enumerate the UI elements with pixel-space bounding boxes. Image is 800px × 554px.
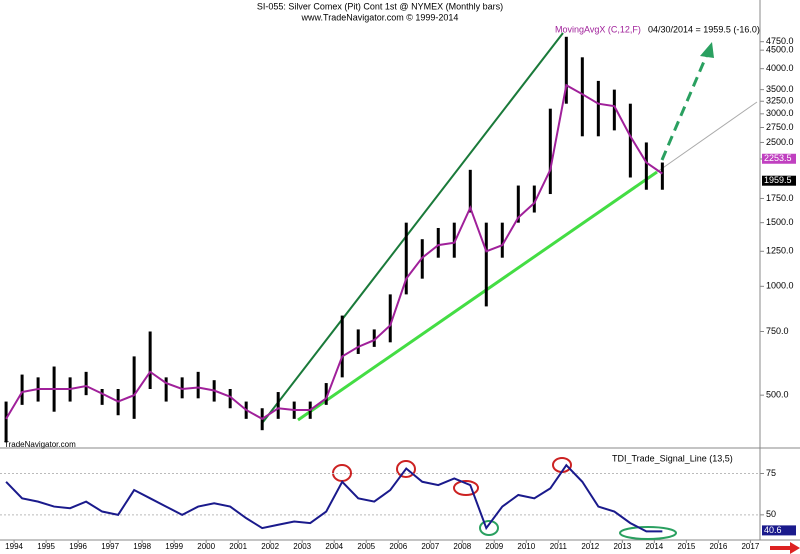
x-tick-label: 1995 — [37, 542, 55, 551]
x-tick-label: 2007 — [421, 542, 439, 551]
price-bar — [356, 329, 360, 354]
x-tick-label: 1998 — [133, 542, 151, 551]
price-bar — [276, 392, 280, 419]
price-bar — [84, 371, 88, 396]
x-tick-label: 2000 — [197, 542, 215, 551]
chart-subtitle: www.TradeNavigator.com © 1999-2014 — [301, 12, 459, 22]
price-bar — [564, 36, 568, 104]
price-bar — [436, 227, 440, 258]
price-bar — [516, 185, 520, 223]
price-bar — [484, 222, 488, 307]
y-tick-label: 2500.0 — [766, 137, 794, 147]
price-bar — [612, 89, 616, 131]
price-bar — [340, 315, 344, 378]
y-tick-label: 3250.0 — [766, 96, 794, 106]
x-tick-label: 2010 — [517, 542, 535, 551]
y-tick-label: 50 — [766, 509, 776, 519]
x-tick-label: 2009 — [485, 542, 503, 551]
price-bar — [596, 80, 600, 137]
y-tick-label: 1500.0 — [766, 217, 794, 227]
trendline — [656, 101, 758, 173]
x-tick-label: 2001 — [229, 542, 247, 551]
price-tag — [762, 175, 796, 186]
chart-title: SI-055: Silver Comex (Pit) Cont 1st @ NY… — [257, 1, 503, 11]
arrow-head — [700, 42, 714, 58]
y-tick-label: 3000.0 — [766, 108, 794, 118]
price-bar — [660, 162, 664, 190]
price-bar — [500, 222, 504, 258]
x-tick-label: 2008 — [453, 542, 471, 551]
price-tag — [762, 525, 796, 536]
price-tag-label: 2253.5 — [764, 153, 792, 163]
y-tick-label: 1750.0 — [766, 193, 794, 203]
x-tick-label: 1997 — [101, 542, 119, 551]
x-tick-label: 1999 — [165, 542, 183, 551]
highlight-circle — [479, 520, 499, 536]
trendline — [262, 32, 564, 423]
legend-entry: TDI_Trade_Signal_Line (13,5) — [612, 453, 733, 463]
price-bar — [228, 388, 232, 409]
arrow-icon — [770, 542, 800, 554]
y-tick-label: 750.0 — [766, 326, 789, 336]
price-bar — [644, 142, 648, 190]
legend-entry: MovingAvgX (C,12,F) — [555, 24, 641, 34]
x-tick-label: 2002 — [261, 542, 279, 551]
y-tick-label: 4750.0 — [766, 36, 794, 46]
x-tick-label: 1996 — [69, 542, 87, 551]
y-tick-label: 2750.0 — [766, 122, 794, 132]
price-tag — [762, 153, 796, 164]
price-bar — [20, 374, 24, 405]
price-tag-label: 1959.5 — [764, 175, 792, 185]
y-tick-label: 75 — [766, 468, 776, 478]
price-bar — [548, 108, 552, 195]
x-tick-label: 2017 — [741, 542, 759, 551]
price-bar — [148, 331, 152, 389]
y-tick-label: 1000.0 — [766, 281, 794, 291]
y-tick-label: 3500.0 — [766, 84, 794, 94]
price-bar — [388, 294, 392, 343]
projection-arrow — [660, 51, 710, 161]
y-tick-label: 4500.0 — [766, 45, 794, 55]
x-tick-label: 2013 — [613, 542, 631, 551]
x-tick-label: 2014 — [645, 542, 663, 551]
price-bar — [404, 222, 408, 295]
price-bar — [180, 377, 184, 399]
y-tick-label: 500.0 — [766, 390, 789, 400]
x-tick-label: 2004 — [325, 542, 343, 551]
line-series — [5, 83, 663, 421]
x-tick-label: 2006 — [389, 542, 407, 551]
price-bar — [372, 329, 376, 347]
highlight-circle — [396, 460, 416, 478]
x-tick-label: 2011 — [550, 542, 568, 551]
price-bar — [324, 383, 328, 405]
price-bar — [468, 169, 472, 213]
price-bar — [132, 356, 136, 419]
price-bar — [164, 377, 168, 402]
x-tick-label: 2005 — [357, 542, 375, 551]
x-tick-label: 2016 — [709, 542, 727, 551]
highlight-circle — [619, 526, 677, 540]
highlight-circle — [453, 480, 479, 496]
price-bar — [532, 185, 536, 213]
line-series — [5, 463, 663, 533]
price-bar — [4, 401, 8, 443]
y-tick-label: 4000.0 — [766, 63, 794, 73]
price-bar — [580, 57, 584, 137]
price-bar — [196, 371, 200, 399]
x-tick-label: 2015 — [677, 542, 695, 551]
trendline — [297, 170, 658, 422]
x-tick-label: 2012 — [581, 542, 599, 551]
source: TradeNavigator.com — [4, 440, 76, 449]
price-bar — [100, 388, 104, 405]
price-bar — [628, 103, 632, 178]
price-tag-label: 40.6 — [764, 525, 782, 535]
annotation: 04/30/2014 = 1959.5 (-16.0) — [648, 24, 760, 34]
x-tick-label: 2003 — [293, 542, 311, 551]
price-bar — [452, 222, 456, 258]
y-tick-label: 1250.0 — [766, 246, 794, 256]
x-tick-label: 1994 — [5, 542, 23, 551]
